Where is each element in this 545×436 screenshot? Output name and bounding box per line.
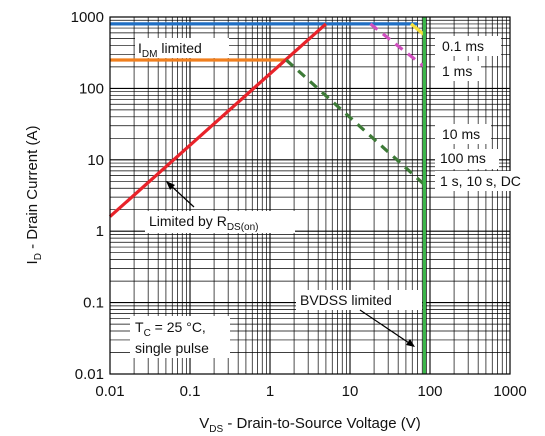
label-10ms: 10 ms bbox=[442, 126, 480, 142]
plot-frame bbox=[109, 16, 511, 375]
y-tick-label: 1 bbox=[96, 223, 104, 240]
rds-on-label: Limited by RDS(on) bbox=[145, 181, 295, 233]
y-tick-label: 100 bbox=[79, 80, 104, 97]
series-line-5 bbox=[369, 22, 426, 69]
x-tick-label: 1 bbox=[266, 383, 274, 400]
series-line-4 bbox=[410, 22, 426, 37]
bvdss-limited-label: BVDSS limited bbox=[296, 290, 422, 347]
label-0-1ms: 0.1 ms bbox=[442, 38, 484, 54]
idm-limited-label: IDM limited bbox=[135, 38, 229, 60]
x-tick-label: 100 bbox=[417, 383, 442, 400]
x-axis-title: VDS - Drain-to-Source Voltage (V) bbox=[199, 415, 421, 435]
label-dc: 1 s, 10 s, DC bbox=[440, 173, 521, 189]
test-conditions-label: TC = 25 °C, single pulse bbox=[130, 316, 230, 358]
tick-labels: 0.01 0.1 1 10 100 1000 1000 100 10 1 0.1 0.01 bbox=[71, 9, 527, 400]
svg-text:IDM limited: IDM limited bbox=[138, 40, 202, 60]
x-tick-label: 0.01 bbox=[95, 383, 124, 400]
series-line-3 bbox=[108, 22, 327, 218]
y-tick-label: 0.01 bbox=[75, 366, 104, 383]
y-tick-label: 1000 bbox=[71, 9, 104, 26]
x-tick-label: 10 bbox=[342, 383, 359, 400]
x-tick-label: 1000 bbox=[493, 383, 526, 400]
label-1ms: 1 ms bbox=[442, 63, 472, 79]
x-tick-label: 0.1 bbox=[180, 383, 201, 400]
pulse-duration-labels: 0.1 ms 1 ms 10 ms 100 ms 1 s, 10 s, DC bbox=[435, 36, 539, 191]
y-tick-label: 10 bbox=[87, 152, 104, 169]
svg-text:BVDSS limited: BVDSS limited bbox=[300, 292, 392, 308]
series-lines bbox=[108, 17, 426, 374]
y-tick-label: 0.1 bbox=[83, 295, 104, 312]
svg-text:TC = 25 °C,: TC = 25 °C, bbox=[135, 319, 206, 339]
svg-text:single pulse: single pulse bbox=[135, 340, 209, 356]
y-axis-title: ID - Drain Current (A) bbox=[24, 126, 44, 265]
svg-text:Limited by RDS(on): Limited by RDS(on) bbox=[149, 213, 259, 233]
series-line-6 bbox=[285, 58, 426, 186]
label-100ms: 100 ms bbox=[440, 150, 486, 166]
